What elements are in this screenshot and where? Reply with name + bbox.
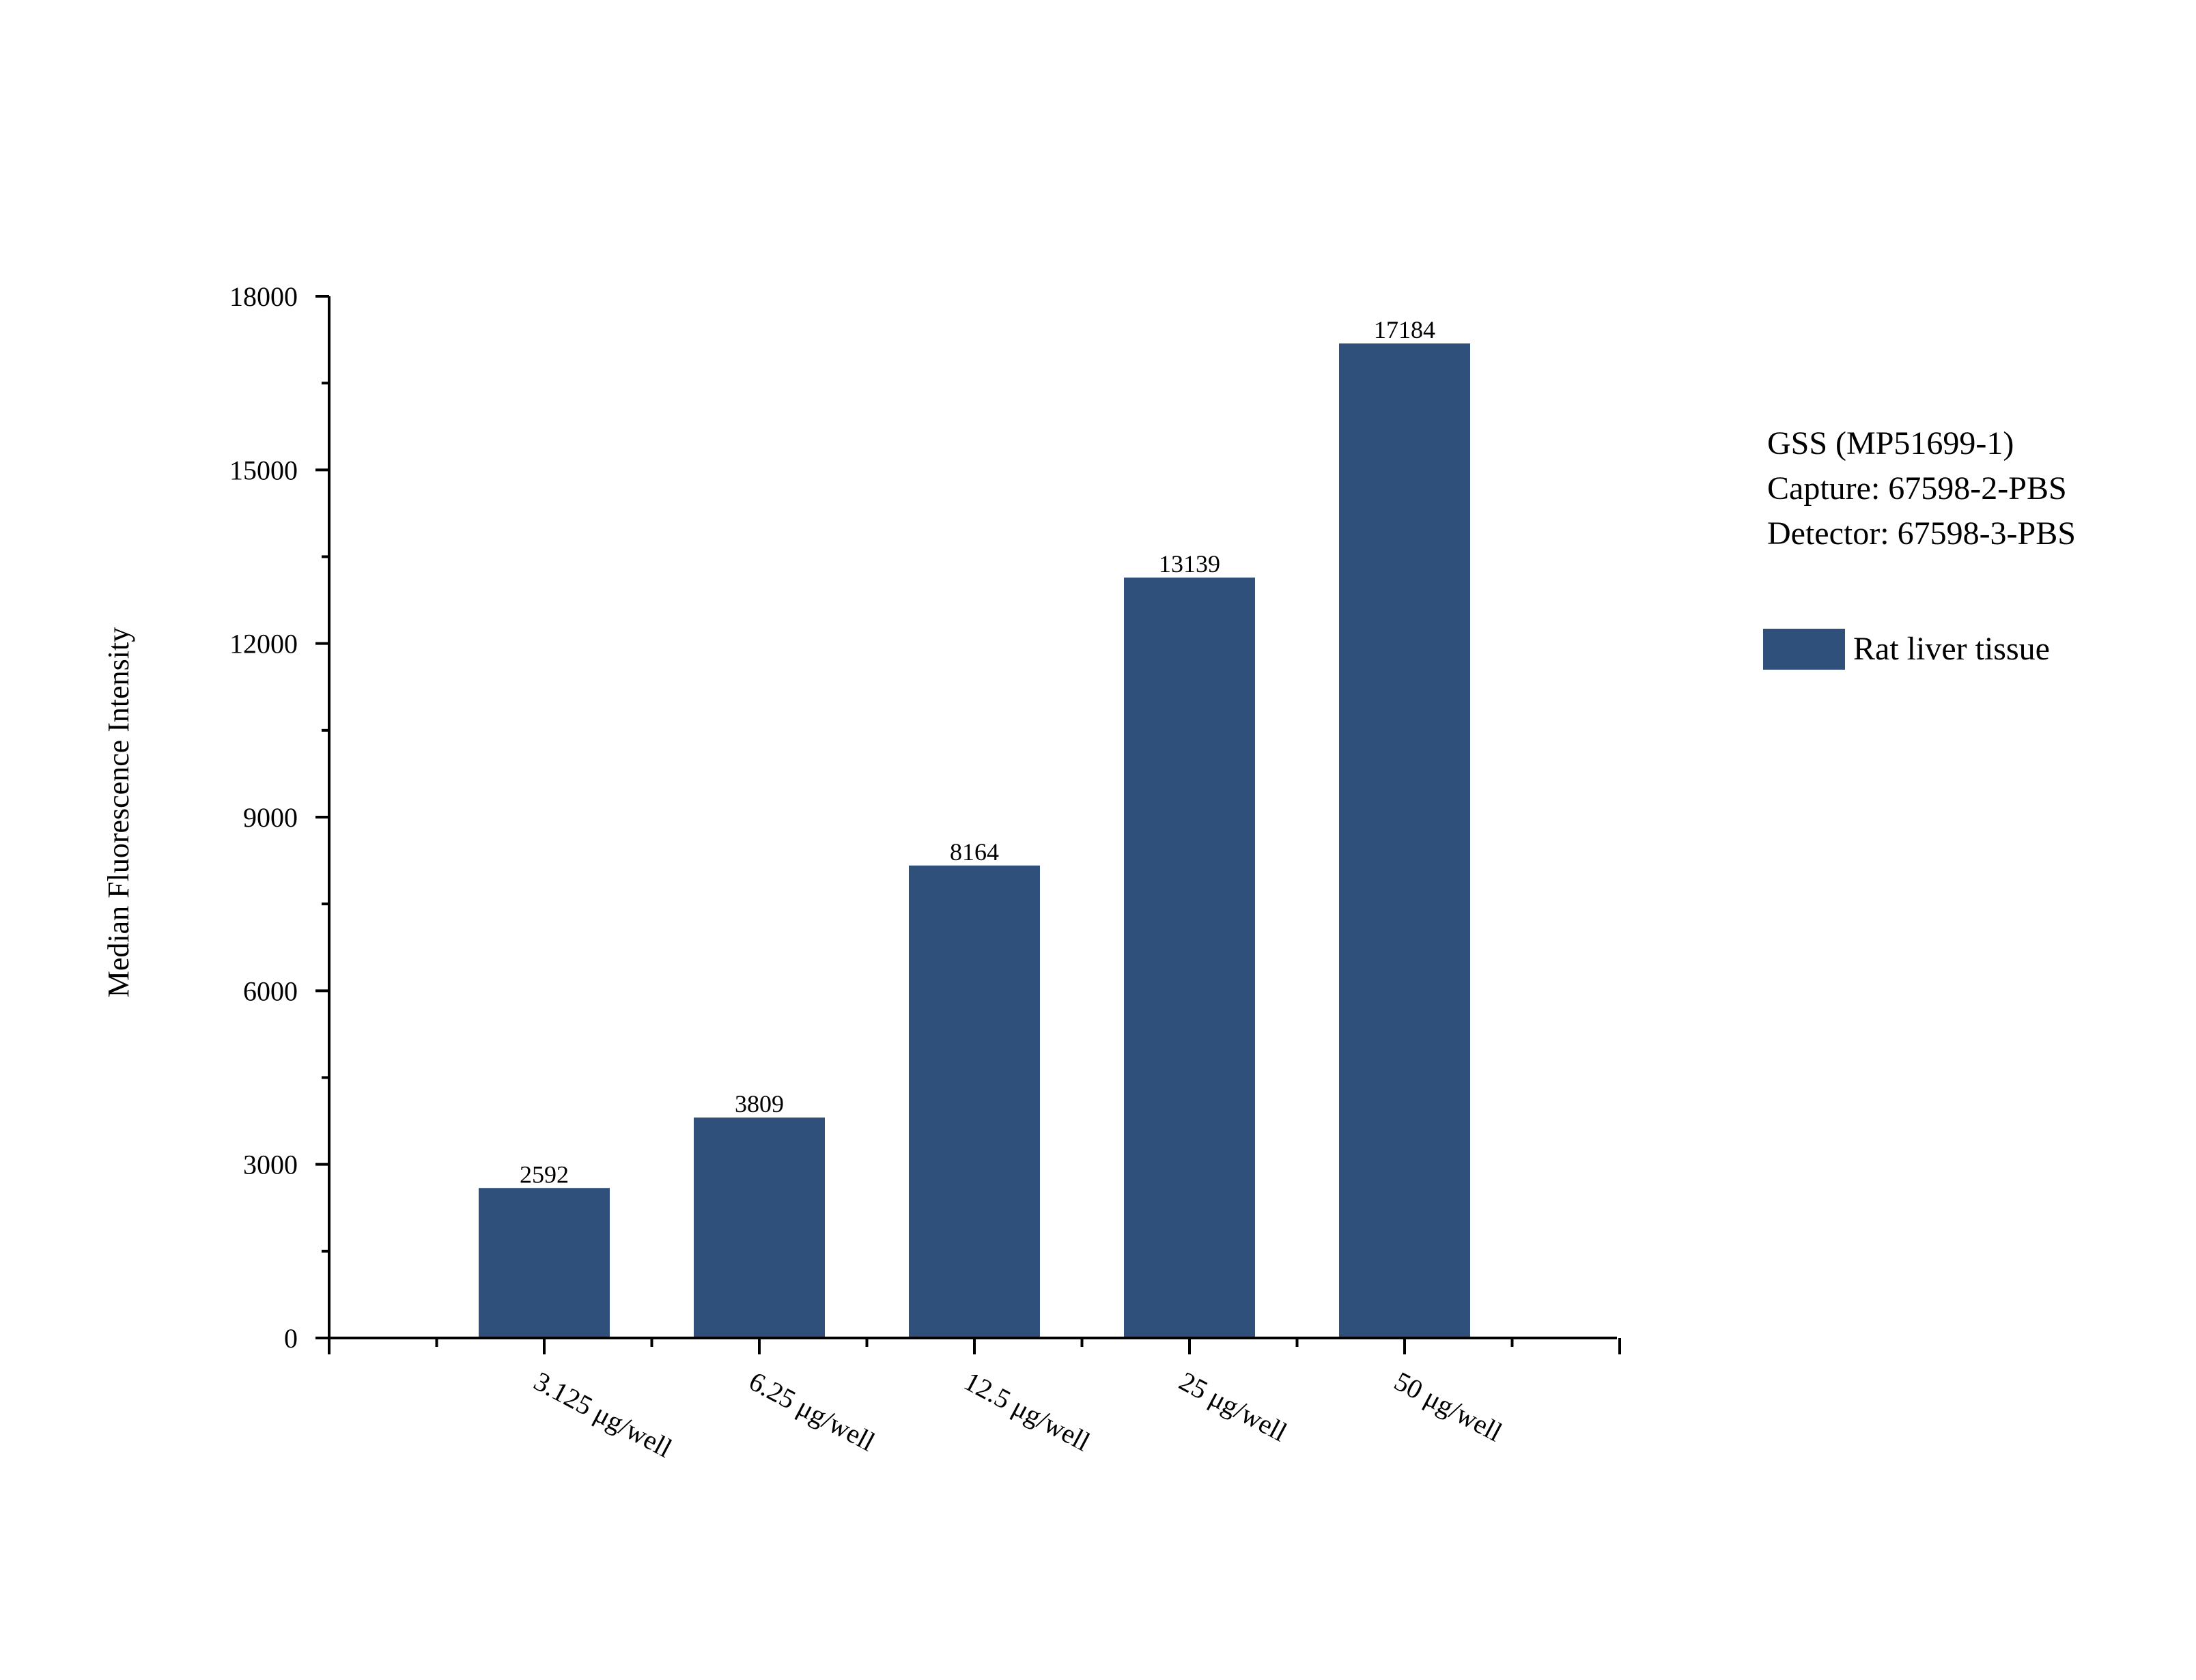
annotation-line-1: GSS (MP51699-1) [1767, 425, 2014, 461]
y-tick-label: 3000 [243, 1150, 298, 1180]
y-axis-title: Median Fluorescence Intensity [102, 627, 135, 998]
annotation-line-2: Capture: 67598-2-PBS [1767, 470, 2067, 507]
legend-label: Rat liver tissue [1853, 631, 2050, 667]
bar-value-label: 2592 [520, 1161, 569, 1188]
y-tick-label: 0 [284, 1323, 298, 1354]
x-category-label: 50 μg/well [1390, 1365, 1507, 1447]
bar [1339, 343, 1470, 1338]
bar [909, 865, 1040, 1338]
y-tick-label: 18000 [229, 281, 298, 312]
bar [1124, 578, 1255, 1339]
x-category-label: 25 μg/well [1174, 1365, 1292, 1447]
legend-swatch [1763, 629, 1845, 670]
labels-layer: 2592 3809 8164 13139 17184 0 3000 6000 9000 12000… [229, 281, 1507, 1464]
x-category-label: 12.5 μg/well [959, 1365, 1095, 1457]
y-tick-label: 9000 [243, 802, 298, 833]
y-tick-label: 15000 [229, 455, 298, 485]
legend: Rat liver tissue [1763, 629, 2050, 670]
y-tick-label: 6000 [243, 976, 298, 1006]
bar [694, 1117, 825, 1338]
bars-layer [479, 343, 1470, 1339]
axes-layer [315, 295, 1621, 1354]
bar-value-label: 8164 [950, 838, 999, 866]
bar [479, 1188, 610, 1338]
x-category-label: 6.25 μg/well [744, 1365, 880, 1457]
annotation-line-3: Detector: 67598-3-PBS [1767, 515, 2076, 552]
annotation-block: GSS (MP51699-1) Capture: 67598-2-PBS Det… [1767, 425, 2076, 552]
x-category-label: 3.125 μg/well [529, 1365, 677, 1464]
bar-value-label: 3809 [735, 1090, 784, 1117]
bar-value-label: 13139 [1159, 550, 1220, 578]
y-tick-label: 12000 [229, 629, 298, 659]
bar-value-label: 17184 [1374, 316, 1435, 343]
